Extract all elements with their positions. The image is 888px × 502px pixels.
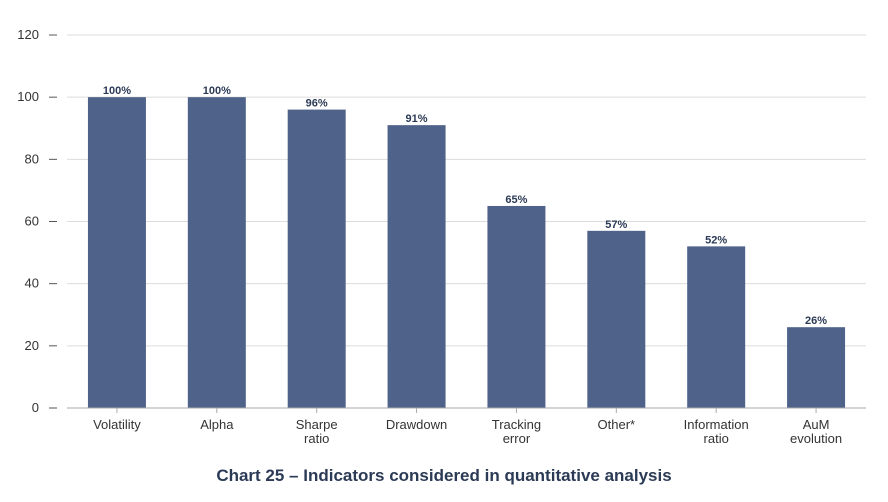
x-tick-label: error — [503, 431, 531, 446]
bar — [387, 125, 446, 409]
bars — [87, 97, 846, 409]
x-tick-label: ratio — [704, 431, 729, 446]
chart-title: Chart 25 – Indicators considered in quan… — [216, 466, 672, 485]
data-label: 100% — [203, 85, 231, 97]
y-tick-label: 60 — [25, 214, 39, 229]
x-tick-label: evolution — [790, 431, 842, 446]
bar — [87, 97, 146, 409]
data-label: 65% — [505, 194, 527, 206]
data-labels: 100% 100% 96% 91% 65% 57% 52% 26% — [103, 85, 827, 327]
data-label: 52% — [705, 234, 727, 246]
x-tick-label: Tracking — [492, 417, 541, 432]
x-tick-label: ratio — [304, 431, 329, 446]
data-label: 100% — [103, 85, 131, 97]
bar — [587, 230, 646, 408]
data-label: 96% — [306, 98, 328, 110]
x-tick-label: AuM — [803, 417, 830, 432]
y-tick-label: 20 — [25, 338, 39, 353]
data-label: 91% — [406, 113, 428, 125]
y-tick-label: 40 — [25, 276, 39, 291]
x-tick-label: Other* — [598, 417, 636, 432]
y-tick-label: 100 — [17, 89, 39, 104]
y-tick-label: 120 — [17, 27, 39, 42]
bar-chart-plot: 100% 100%96%91%65%57%52%26% 0204060801001… — [17, 27, 866, 446]
y-tick-label: 80 — [25, 151, 39, 166]
bar — [487, 205, 546, 408]
data-label: 26% — [805, 315, 827, 327]
x-tick-label: Information — [684, 417, 749, 432]
y-tick-label: 0 — [32, 400, 39, 415]
bar — [287, 109, 346, 408]
bar — [687, 246, 746, 408]
x-tick-label: Alpha — [200, 417, 234, 432]
x-tick-label: Sharpe — [296, 417, 338, 432]
gridlines — [67, 34, 866, 347]
x-tick-label: Drawdown — [386, 417, 447, 432]
bar — [787, 327, 846, 408]
data-label: 57% — [605, 219, 627, 231]
bar — [187, 97, 246, 409]
x-tick-label: Volatility — [93, 417, 141, 432]
